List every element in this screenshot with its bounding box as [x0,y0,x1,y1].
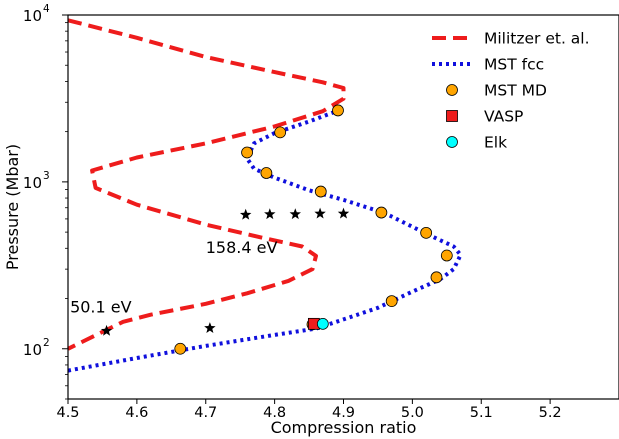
star-marker [314,207,326,219]
annotation-label: 158.4 eV [206,238,278,257]
mst-md-marker [274,126,287,139]
legend-swatch [446,136,458,148]
y-axis-label: Pressure (Mbar) [3,144,22,270]
elk-marker [316,317,329,330]
star-marker [264,208,276,220]
star-marker [204,322,216,333]
mst-md-marker [260,167,273,179]
series-layer [67,18,463,373]
star-marker [337,207,350,219]
mst-md-marker [241,146,253,159]
x-tick-label: 5.1 [470,405,493,421]
annotation-label: 50.1 eV [70,297,132,316]
legend-label: Elk [484,134,507,152]
x-axis-label: Compression ratio [271,418,417,437]
legend-label: MST MD [484,82,547,100]
x-tick-label: 4.5 [56,405,79,421]
star-marker [289,208,301,220]
legend: Militzer et. al. MST fcc MST MD VASP Elk [432,30,590,152]
annotation-layer: 50.1 eV 158.4 eV [70,238,277,317]
x-tick-label: 5.2 [539,405,562,421]
x-tick-label: 4.8 [263,405,286,421]
star-marker [100,324,113,336]
mst-md-marker [440,249,453,262]
legend-label: VASP [484,108,523,126]
mst-md-marker [332,104,344,117]
mst-md-marker [174,342,187,355]
y-tick-exponent: 2 [43,337,50,349]
x-tick-label: 4.9 [332,405,355,421]
legend-label: MST fcc [484,56,544,74]
x-tick-label: 4.6 [125,405,148,421]
y-tick-label: 10 [23,7,42,25]
x-tick-label: 5.0 [401,405,424,421]
y-tick-label: 10 [23,174,42,192]
y-tick-exponent: 4 [43,3,50,15]
x-tick-label: 4.7 [194,405,217,421]
y-tick-label: 10 [23,341,42,359]
y-tick-exponent: 3 [43,170,50,182]
mst-md-marker [430,271,443,284]
mst-md-marker [314,185,327,198]
star-marker [239,208,252,220]
series-line-mst-fcc [67,109,463,373]
mst-md-marker [375,206,388,219]
legend-swatch [446,110,458,122]
mst-md-marker [420,226,433,239]
marker-layer [100,104,453,355]
legend-swatch [446,84,458,96]
legend-label: Militzer et. al. [484,30,590,48]
series-line-militzer-et-al [67,18,346,351]
mst-md-marker [385,295,398,308]
x-axis: 4.5 4.6 4.7 4.8 4.9 5.0 5.1 5.2 [56,399,562,421]
